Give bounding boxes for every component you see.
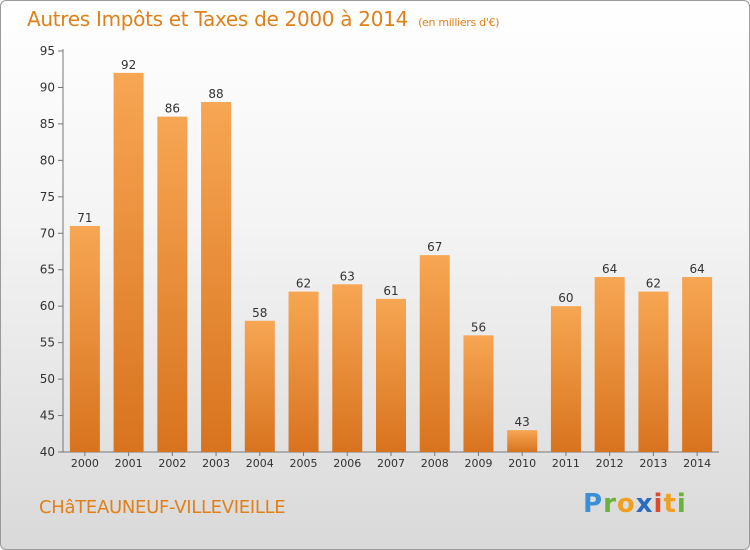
y-tick-label: 65 [40,263,55,277]
bar [288,291,319,452]
bar-value-label: 71 [77,211,92,225]
chart-subtitle: (en milliers d'€) [418,16,500,29]
x-tick-label: 2003 [202,457,230,470]
chart-title: Autres Impôts et Taxes de 2000 à 2014 (e… [27,7,500,31]
bar-value-label: 61 [383,284,398,298]
bar-value-label: 58 [252,306,267,320]
bar-value-label: 56 [471,320,486,334]
y-tick-label: 50 [40,372,55,386]
x-tick-label: 2013 [639,457,667,470]
brand-letter: o [616,489,636,519]
x-tick-label: 2000 [71,457,99,470]
y-tick-label: 60 [40,299,55,313]
y-tick-label: 75 [40,190,55,204]
bar [682,277,713,452]
y-tick-label: 70 [40,226,55,240]
bar [69,225,100,452]
x-tick-label: 2012 [596,457,624,470]
y-tick-label: 90 [40,80,55,94]
x-tick-label: 2005 [290,457,318,470]
bar [594,277,625,452]
x-tick-label: 2002 [158,457,186,470]
bar-value-label: 88 [208,87,223,101]
x-tick-label: 2010 [508,457,536,470]
bar [332,284,363,452]
x-tick-label: 2011 [552,457,580,470]
y-tick-label: 80 [40,153,55,167]
bar [201,102,232,452]
bar-value-label: 86 [165,102,180,116]
brand-letter: t [663,489,677,519]
brand-logo: Proxiti [583,489,687,519]
y-tick-label: 95 [40,44,55,58]
y-tick-label: 55 [40,336,55,350]
brand-letter: i [653,489,664,519]
bar-value-label: 64 [689,262,704,276]
bar-value-label: 92 [121,58,136,72]
plot-area: 40 45 50 55 60 65 70 75 80 85 90 95 71 2000 92 2001 86 20… [40,44,719,470]
bar [419,255,450,452]
bar-value-label: 63 [340,269,355,283]
bar [113,72,144,452]
x-tick-label: 2014 [683,457,711,470]
location-name: CHâTEAUNEUF-VILLEVIEILLE [39,497,286,518]
y-tick-label: 45 [40,409,55,423]
x-tick-label: 2009 [464,457,492,470]
brand-letter: x [635,489,654,519]
bar-value-label: 62 [296,277,311,291]
bar [244,320,275,452]
bar [463,335,494,452]
brand-letter: r [603,489,617,519]
y-tick-label: 40 [40,445,55,459]
bar [157,116,188,453]
bar-value-label: 62 [646,277,661,291]
bar-value-label: 43 [515,415,530,429]
y-tick-label: 85 [40,117,55,131]
x-tick-label: 2001 [115,457,143,470]
chart-title-text: Autres Impôts et Taxes de 2000 à 2014 [27,7,408,31]
brand-letter: P [583,489,604,519]
x-tick-label: 2007 [377,457,405,470]
bar-value-label: 60 [558,291,573,305]
bar [550,306,581,452]
bar-value-label: 67 [427,240,442,254]
x-tick-label: 2004 [246,457,274,470]
brand-letter: i [676,489,687,519]
bar [638,291,669,452]
bar-value-label: 64 [602,262,617,276]
x-tick-label: 2008 [421,457,449,470]
bar [376,298,406,452]
bar [507,430,538,452]
x-tick-label: 2006 [333,457,361,470]
